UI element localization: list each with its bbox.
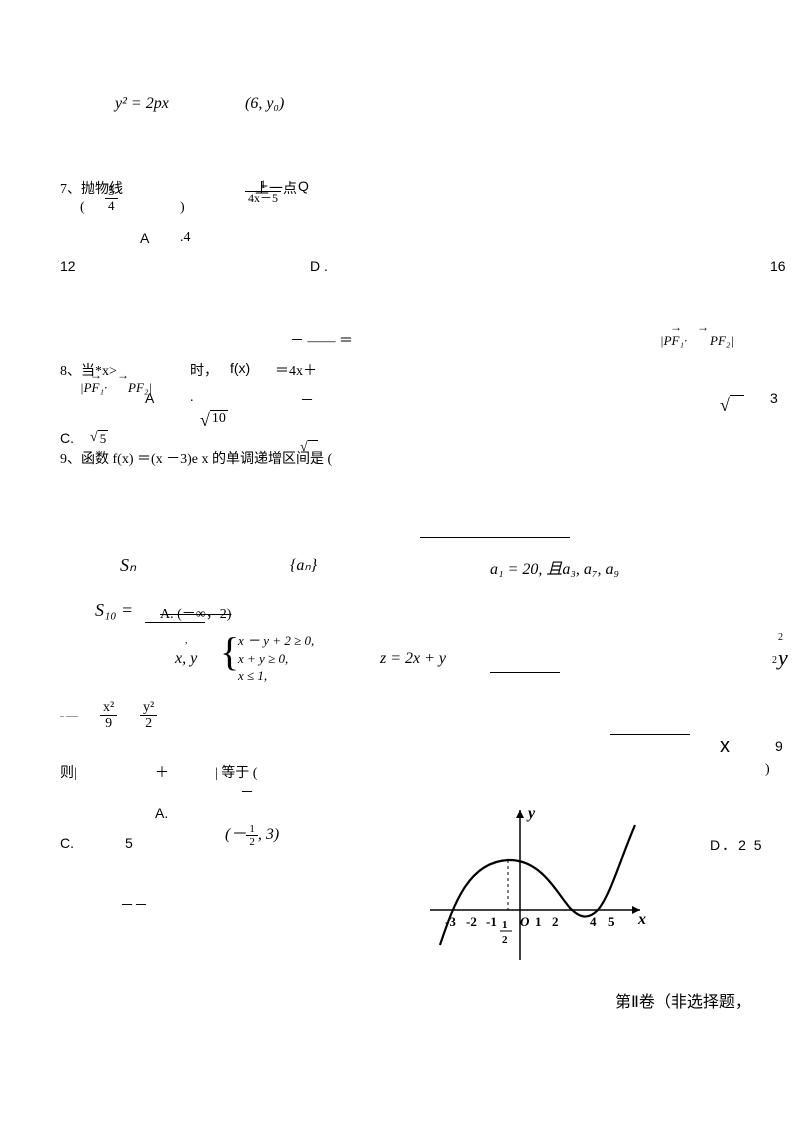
function-graph: y x -3 -2 -1 O 1 2 4 5 1 2 bbox=[420, 800, 650, 975]
an-braces: {aₙ} bbox=[290, 555, 317, 575]
q8-optC-sqrt: √5 bbox=[90, 430, 108, 447]
svg-text:1: 1 bbox=[502, 919, 508, 931]
sqrt-10: √10 bbox=[200, 410, 228, 431]
svg-text:2: 2 bbox=[502, 934, 508, 946]
svg-text:y: y bbox=[526, 805, 536, 822]
optA-inf2: A. (－∞，2) bbox=[160, 603, 231, 623]
y-right: y bbox=[778, 645, 788, 671]
Sn: Sₙ bbox=[120, 555, 136, 576]
xy: x, y bbox=[175, 650, 197, 668]
sup2a: 2 bbox=[778, 632, 783, 643]
q7-optA-label: A bbox=[140, 230, 149, 246]
vec-dash: － bbox=[240, 782, 254, 802]
frac-y2-den: 2 bbox=[140, 716, 157, 731]
q8-eq: ＝4x＋ bbox=[275, 360, 317, 380]
svg-text:2: 2 bbox=[552, 914, 559, 929]
svg-text:-2: -2 bbox=[466, 914, 477, 929]
sys-line3: x ≤ 1, bbox=[238, 667, 314, 685]
vec-prefix: 则| bbox=[60, 762, 77, 782]
vec-plus: ＋ bbox=[155, 762, 169, 782]
section-2-title: 第Ⅱ卷（非选择题， bbox=[615, 988, 751, 1012]
q7-optA-val: .4 bbox=[180, 230, 191, 246]
vec-optA: A. bbox=[155, 805, 168, 821]
num9-right: 9 bbox=[775, 738, 783, 754]
svg-text:5: 5 bbox=[608, 914, 615, 929]
tiny-prefix: .. ...... bbox=[60, 710, 78, 719]
vec-pf2-right: PF₂| bbox=[710, 333, 734, 349]
q9-text: 9、函数 f(x) ＝(x －3)e x 的单调递增区间是 ( bbox=[60, 448, 332, 468]
S10: S₁₀ = bbox=[95, 600, 133, 621]
frac-x2-num: x² bbox=[100, 700, 117, 716]
vec-optD: D．2 5 bbox=[710, 835, 764, 855]
blank-line-top bbox=[420, 523, 570, 538]
q8-dot: . bbox=[190, 390, 194, 406]
q8-mid: 时， bbox=[190, 360, 218, 380]
a1-eq: a₁ = 20, 且a₃, a₇, a₉ bbox=[490, 555, 619, 579]
q8-optA-label: A bbox=[145, 390, 154, 406]
vec-tuple: (－12, 3) bbox=[225, 820, 279, 848]
sys-line2: x + y ≥ 0, bbox=[238, 650, 314, 668]
q7-frac5-num: 5 bbox=[105, 184, 118, 199]
big-x: x bbox=[720, 735, 730, 758]
xy-apostrophe: , bbox=[185, 635, 188, 646]
q7-left-num: 12 bbox=[60, 258, 76, 274]
q8-dash2: － bbox=[300, 390, 314, 410]
svg-text:x: x bbox=[637, 911, 646, 928]
blank-line-mid bbox=[610, 720, 690, 735]
svg-text:-1: -1 bbox=[486, 914, 497, 929]
q7-right-num: 16 bbox=[770, 258, 786, 274]
svg-text:1: 1 bbox=[535, 914, 542, 929]
q7-optD: D . bbox=[310, 258, 328, 274]
vec-close: ) bbox=[765, 762, 770, 778]
vec-optC: C. bbox=[60, 835, 74, 851]
sys-line1: x － y + 2 ≥ 0, bbox=[238, 632, 314, 650]
q7-frac5-den: 4 bbox=[105, 199, 118, 213]
sqrt-stray-right: √ bbox=[720, 395, 744, 416]
sup2b: 2 bbox=[772, 655, 777, 666]
q9-sqrt-stray: √ bbox=[300, 440, 318, 456]
q8-hline: － ―― ＝ bbox=[290, 330, 353, 350]
z-eq: z = 2x + y bbox=[380, 650, 446, 668]
q7-frac2-den: 4x－5 bbox=[245, 192, 281, 205]
equation-y2-2px: y² = 2px bbox=[115, 95, 169, 113]
footer-dash: －－ bbox=[120, 895, 148, 915]
vec-mid: | 等于 ( bbox=[215, 762, 257, 782]
q8-fx: f(x) bbox=[230, 360, 250, 376]
vec-pf1-left: |PF₁· bbox=[80, 380, 107, 396]
svg-text:O: O bbox=[520, 914, 530, 929]
frac-y2-num: y² bbox=[140, 700, 157, 716]
brace-left: { bbox=[220, 632, 239, 672]
frac-x2-den: 9 bbox=[100, 716, 117, 731]
q8-optC: C. bbox=[60, 430, 74, 446]
vec-pf1-right: |PF₁· bbox=[660, 333, 687, 349]
q8-num3: 3 bbox=[770, 390, 778, 406]
q7-point-q: Q bbox=[298, 178, 309, 194]
blank-line-z bbox=[490, 658, 560, 673]
vec-optC-val: 5 bbox=[125, 835, 133, 851]
q7-paren-open: ( bbox=[80, 200, 85, 216]
point-6-y0: (6, y₀) bbox=[245, 95, 284, 113]
q7-paren-close: ) bbox=[180, 200, 185, 216]
q7-frac2-num: 1 bbox=[245, 178, 281, 192]
